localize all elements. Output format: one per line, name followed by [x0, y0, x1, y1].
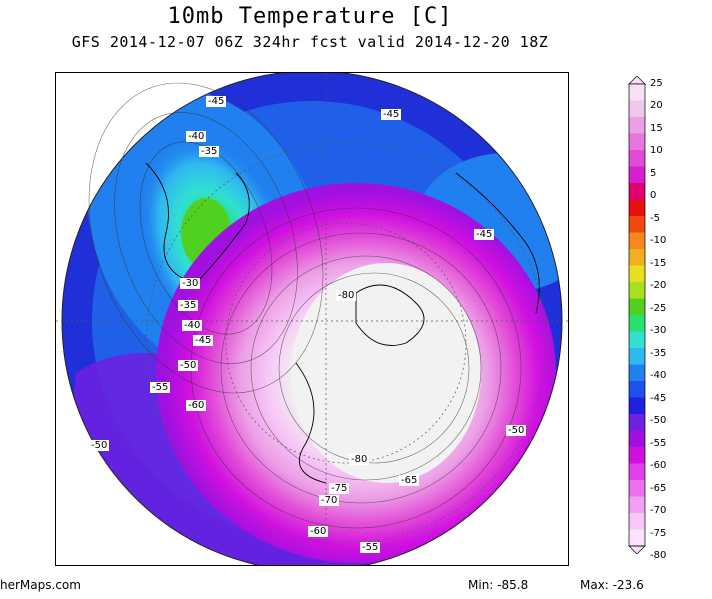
colorbar-tick-label: -45	[650, 392, 667, 404]
min-value: Min: -85.8	[468, 578, 529, 592]
colorbar-tick-label: 15	[650, 122, 663, 134]
colorbar-tick-label: -70	[650, 505, 667, 517]
contour-label: -35	[199, 146, 220, 157]
colorbar-tick-label: 20	[650, 100, 663, 112]
colorbar-swatch	[629, 166, 645, 184]
colorbar-swatch	[629, 381, 645, 398]
contour-label: -40	[182, 320, 203, 331]
colorbar-swatch	[629, 414, 645, 431]
contour-label: -75	[329, 483, 350, 494]
contour-label: -45	[206, 96, 227, 107]
contour-label: -50	[178, 360, 199, 371]
contour-label: -80	[336, 290, 357, 301]
contour-label: -50	[506, 425, 527, 436]
chart-subtitle: GFS 2014-12-07 06Z 324hr fcst valid 2014…	[71, 33, 549, 51]
colorbar-tick-label: -80	[650, 550, 667, 561]
colorbar-swatch	[629, 117, 645, 134]
max-value: Max: -23.6	[580, 578, 644, 592]
colorbar-tick-label: -60	[650, 460, 667, 472]
contour-label: -60	[186, 400, 207, 411]
colorbar-tick-label: -10	[650, 235, 667, 247]
colorbar-swatch	[629, 348, 645, 365]
colorbar-swatch	[629, 480, 645, 497]
colorbar-tick-label: 0	[650, 190, 657, 202]
colorbar-swatch	[629, 84, 645, 101]
colorbar-swatch	[629, 430, 645, 448]
colorbar-swatch	[629, 331, 645, 349]
colorbar-tick-label: -35	[650, 347, 667, 359]
colorbar-swatch	[629, 282, 645, 299]
colorbar-swatch	[629, 364, 645, 382]
colorbar-tick-label: -15	[650, 257, 667, 269]
colorbar-tick-label: -30	[650, 325, 667, 337]
colorbar	[628, 76, 646, 554]
colorbar-swatch	[629, 513, 645, 530]
colorbar-tick-label: -50	[650, 415, 667, 427]
colorbar-swatch	[629, 463, 645, 481]
colorbar-cap-bottom	[628, 545, 646, 554]
contour-label: -40	[186, 131, 207, 142]
colorbar-swatch	[629, 183, 645, 200]
colorbar-tick-label: 5	[650, 167, 657, 179]
colorbar-swatch	[629, 249, 645, 266]
colorbar-swatch	[629, 447, 645, 464]
colorbar-swatch	[629, 100, 645, 118]
colorbar-tick-label: -40	[650, 370, 667, 382]
colorbar-tick-label: -65	[650, 482, 667, 494]
colorbar-tick-label: -20	[650, 280, 667, 292]
colorbar-tick-label: 25	[650, 78, 663, 89]
colorbar-tick-label: -5	[650, 212, 660, 224]
colorbar-swatch	[629, 150, 645, 167]
colorbar-swatch	[629, 199, 645, 217]
colorbar-frame	[628, 83, 646, 547]
colorbar-swatch	[629, 265, 645, 283]
colorbar-tick-label: 10	[650, 145, 663, 157]
contour-label: -45	[193, 335, 214, 346]
contour-label: -55	[150, 382, 171, 393]
contour-label: -55	[360, 542, 381, 553]
colorbar-tick-label: -25	[650, 302, 667, 314]
contour-label: -65	[399, 475, 420, 486]
map-graphic	[56, 73, 568, 565]
colorbar-swatch	[629, 216, 645, 233]
colorbar-swatch	[629, 496, 645, 514]
colorbar-swatch	[629, 298, 645, 316]
colorbar-swatch	[629, 397, 645, 415]
contour-label: -45	[381, 109, 402, 120]
colorbar-swatch	[629, 529, 645, 547]
source-credit: herMaps.com	[0, 578, 81, 592]
contour-label: -35	[178, 300, 199, 311]
chart-title: 10mb Temperature [C]	[167, 4, 453, 29]
contour-label: -50	[89, 440, 110, 451]
polar-map: -45 -45 -40 -35 -30 -35 -40 -45 -50 -55 …	[55, 72, 569, 566]
contour-label: -30	[180, 278, 201, 289]
contour-label: -70	[319, 495, 340, 506]
contour-label: -45	[474, 229, 495, 240]
contour-label: -60	[308, 526, 329, 537]
colorbar-tick-label: -55	[650, 437, 667, 449]
colorbar-swatch	[629, 232, 645, 250]
contour-label: -80	[349, 454, 370, 465]
colorbar-tick-label: -75	[650, 527, 667, 539]
colorbar-swatch	[629, 315, 645, 332]
colorbar-cap-top	[628, 76, 646, 85]
colorbar-swatch	[629, 133, 645, 151]
